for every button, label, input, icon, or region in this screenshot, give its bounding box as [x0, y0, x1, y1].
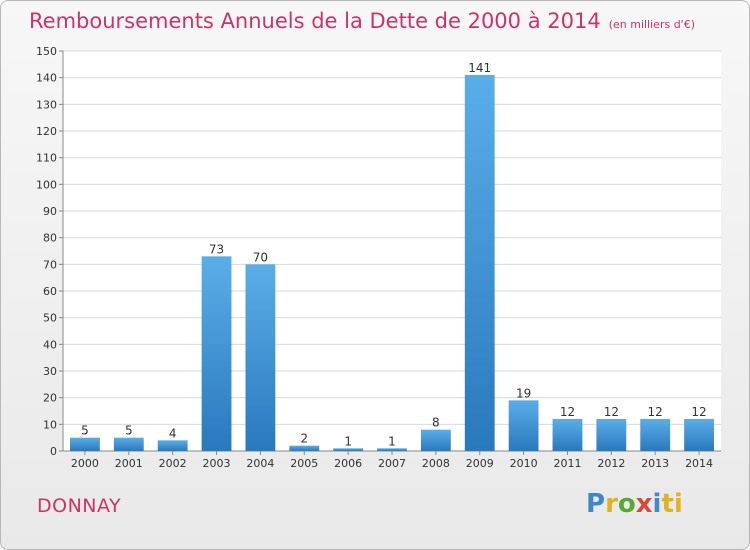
- bar: [70, 437, 100, 451]
- y-tick-label: 130: [36, 98, 57, 111]
- x-tick-label: 2004: [246, 457, 274, 470]
- data-label: 1: [388, 434, 396, 448]
- proxiti-logo: Proxiti: [586, 489, 683, 519]
- logo-letter: o: [617, 489, 636, 519]
- data-label: 5: [81, 424, 89, 438]
- bar: [420, 429, 451, 451]
- y-tick-label: 50: [43, 312, 57, 325]
- x-tick-label: 2007: [378, 457, 406, 470]
- logo-letter: x: [635, 489, 653, 519]
- chart-subtitle: (en milliers d'€): [608, 18, 695, 31]
- x-tick-label: 2011: [553, 457, 581, 470]
- x-tick-label: 2005: [290, 457, 318, 470]
- data-label: 2: [300, 432, 308, 446]
- y-tick-label: 120: [36, 125, 57, 138]
- y-tick-label: 110: [36, 152, 57, 165]
- plot-area: [63, 51, 721, 451]
- y-tick-label: 60: [43, 285, 57, 298]
- logo-letter: r: [605, 489, 618, 519]
- y-tick-label: 90: [43, 205, 57, 218]
- y-tick-label: 70: [43, 258, 57, 271]
- data-label: 8: [432, 416, 440, 430]
- y-tick-label: 0: [50, 445, 57, 458]
- data-label: 12: [648, 405, 663, 419]
- x-tick-label: 2008: [422, 457, 450, 470]
- logo-letter: P: [586, 489, 606, 519]
- bar: [333, 448, 364, 451]
- x-tick-label: 2001: [115, 457, 143, 470]
- city-name: DONNAY: [37, 495, 122, 517]
- x-tick-label: 2014: [685, 457, 713, 470]
- y-tick-label: 40: [43, 338, 57, 351]
- data-label: 1: [344, 434, 352, 448]
- bar: [201, 256, 232, 451]
- bar: [640, 419, 671, 451]
- x-tick-label: 2009: [466, 457, 494, 470]
- x-tick-label: 2006: [334, 457, 362, 470]
- bar: [289, 445, 320, 451]
- bar: [596, 419, 627, 451]
- logo-letter: i: [652, 489, 662, 519]
- data-label: 19: [516, 386, 531, 400]
- bar: [464, 75, 495, 451]
- x-tick-label: 2013: [641, 457, 669, 470]
- y-tick-label: 80: [43, 232, 57, 245]
- x-tick-label: 2003: [203, 457, 231, 470]
- data-label: 12: [604, 405, 619, 419]
- data-label: 73: [209, 242, 224, 256]
- bar: [377, 448, 407, 451]
- x-tick-label: 2002: [159, 457, 187, 470]
- x-tick-label: 2012: [597, 457, 625, 470]
- bar: [245, 264, 276, 451]
- y-tick-label: 20: [43, 392, 57, 405]
- data-label: 4: [169, 426, 177, 440]
- bar: [552, 419, 583, 451]
- y-tick-label: 150: [36, 45, 57, 58]
- data-label: 12: [560, 405, 575, 419]
- data-label: 141: [468, 61, 491, 75]
- bar: [113, 437, 144, 451]
- y-tick-label: 100: [36, 178, 57, 191]
- y-tick-label: 10: [43, 418, 57, 431]
- logo-letter: ti: [661, 489, 683, 519]
- data-label: 5: [125, 424, 133, 438]
- chart-title-text: Remboursements Annuels de la Dette de 20…: [29, 9, 601, 33]
- x-tick-label: 2000: [71, 457, 99, 470]
- data-label: 70: [253, 250, 268, 264]
- chart-title: Remboursements Annuels de la Dette de 20…: [29, 9, 695, 33]
- y-tick-label: 30: [43, 365, 57, 378]
- x-tick-label: 2010: [510, 457, 538, 470]
- bar: [684, 419, 714, 451]
- y-tick-label: 140: [36, 72, 57, 85]
- bar: [157, 440, 188, 451]
- data-label: 12: [691, 405, 706, 419]
- bar: [508, 400, 539, 451]
